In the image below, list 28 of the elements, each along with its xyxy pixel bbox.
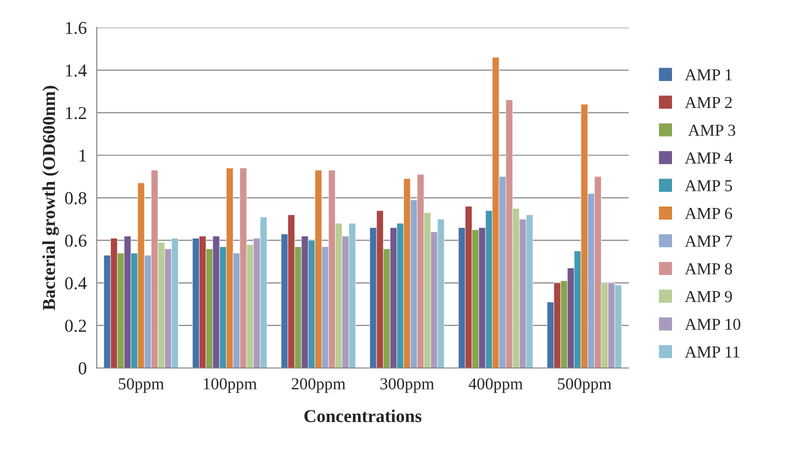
legend-label: AMP 2 <box>684 96 732 108</box>
legend-label: AMP 3 <box>688 124 736 136</box>
legend-label: AMP 8 <box>684 263 732 274</box>
y-tick-label: 1 <box>80 150 86 162</box>
y-tick-label: 1.4 <box>66 64 87 77</box>
legend-label: AMP 1 <box>684 69 732 80</box>
legend-label: AMP 7 <box>684 236 732 247</box>
y-tick-label: 0.2 <box>65 320 86 332</box>
x-tick-label: 200ppm <box>292 378 346 393</box>
x-tick-label: 500ppm <box>558 378 612 393</box>
x-tick-label: 50ppm <box>118 378 164 393</box>
y-tick-label: 0.6 <box>65 234 86 247</box>
y-tick-label: 1.2 <box>66 107 86 120</box>
x-tick-label: 100ppm <box>204 378 257 393</box>
legend-label: AMP 9 <box>684 290 732 302</box>
y-tick-label: 0 <box>78 362 86 374</box>
legend-label: AMP 10 <box>684 318 740 330</box>
x-tick-label: 300ppm <box>380 378 434 393</box>
x-tick-label: 400ppm <box>468 378 523 393</box>
y-tick-label: 0.8 <box>65 192 86 204</box>
legend-label: AMP 5 <box>684 180 732 192</box>
y-axis-title: Bacterial growth (OD600nm) <box>42 86 59 310</box>
x-axis-title: Concentrations <box>304 410 422 422</box>
y-tick-label: 1.6 <box>66 22 86 34</box>
legend-label: AMP 4 <box>684 152 732 164</box>
legend-label: AMP 11 <box>684 346 740 358</box>
legend-label: AMP 6 <box>684 208 732 220</box>
y-tick-label: 0.4 <box>65 277 87 290</box>
